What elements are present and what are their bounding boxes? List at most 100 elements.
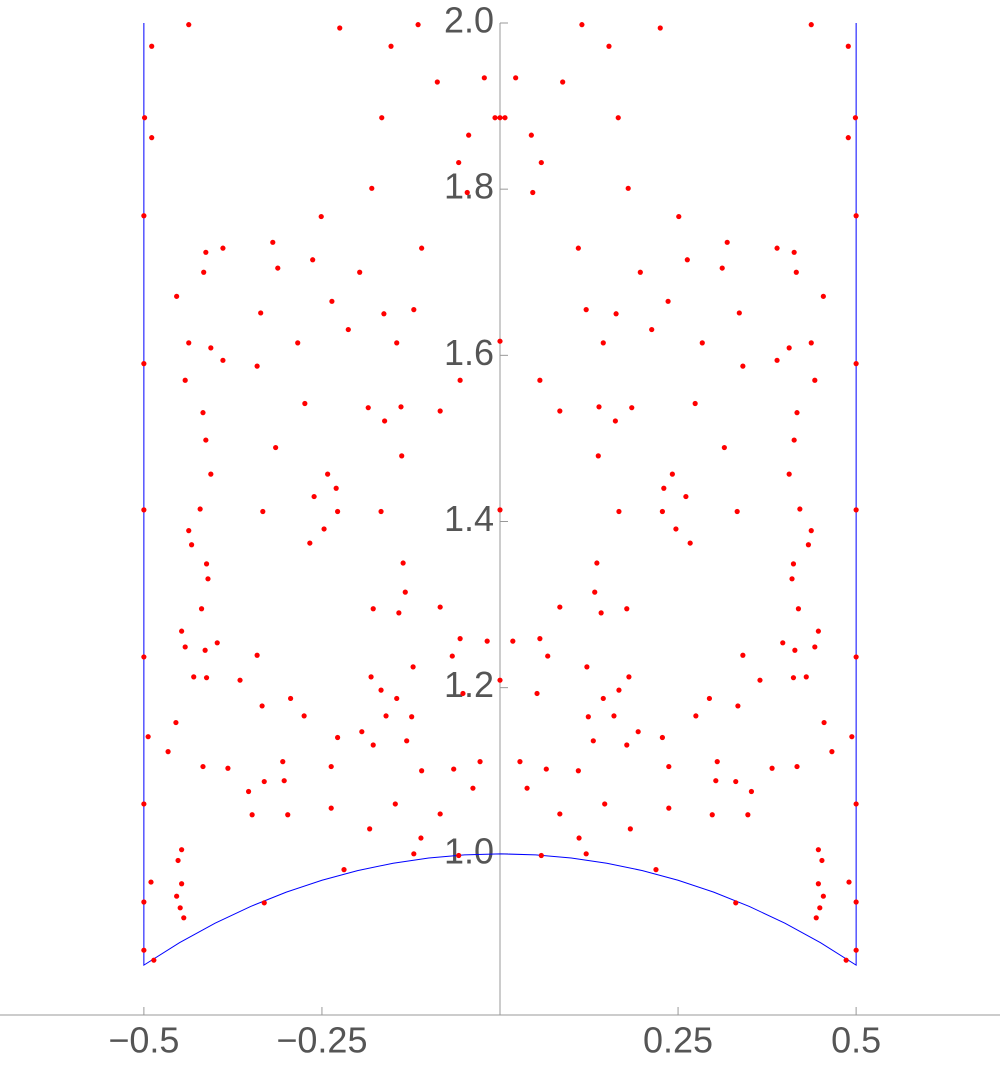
point [186,22,192,28]
point [687,540,693,546]
point [437,408,443,414]
point [795,606,802,612]
point [735,703,741,709]
y-tick-label: 1.4 [444,498,494,539]
point [141,801,147,807]
point [287,695,294,702]
point [815,847,821,853]
point [538,159,544,166]
x-tick-label: −0.25 [276,1020,367,1061]
point [208,471,214,477]
point [174,293,180,299]
point [517,758,523,765]
point [808,340,814,346]
point [713,778,719,784]
point [381,311,387,317]
point [576,835,582,841]
point [666,805,672,811]
point [321,526,327,532]
point [557,811,563,817]
point [145,734,151,740]
point [419,245,425,251]
point [600,340,606,346]
point [853,213,859,219]
point [502,115,508,121]
point [853,801,859,807]
point [530,189,536,196]
point [141,947,147,953]
point [557,604,563,610]
point [359,729,365,735]
point [460,690,466,697]
point [182,377,188,383]
point [141,507,147,513]
point [410,664,416,670]
point [602,801,608,807]
point [849,734,855,740]
point [415,22,421,28]
point [151,957,157,963]
point [201,269,207,275]
point [740,363,746,369]
point [661,485,667,491]
point [345,326,351,333]
point [370,606,376,612]
point [629,405,635,411]
point [792,647,798,653]
point [365,405,371,411]
point [457,636,463,642]
point [733,900,739,906]
point [174,893,180,899]
point [261,778,267,785]
point [260,508,266,515]
point [492,115,498,121]
point [335,734,341,741]
point [657,25,663,31]
point [392,801,398,807]
point [394,695,400,702]
point [817,905,823,911]
point [141,115,148,121]
point [808,528,814,534]
point [757,677,763,683]
point [510,638,516,644]
point [748,788,755,795]
point [325,471,331,477]
point [237,677,243,683]
point [684,257,690,263]
point [181,915,187,921]
point [357,269,363,275]
point [214,640,220,646]
point [261,900,267,906]
point [714,758,720,765]
point [820,893,826,899]
point [457,377,463,383]
point [254,363,260,369]
point [481,75,487,81]
point [333,485,339,491]
point [249,812,255,818]
point [182,644,188,650]
point [673,526,679,532]
point [337,25,343,31]
point [789,576,795,582]
point [793,269,799,275]
point [769,765,775,771]
point [310,257,316,263]
point [497,115,503,121]
point [202,647,208,653]
point [683,493,689,500]
point [394,340,400,346]
point [419,768,425,774]
point [396,610,402,616]
point [853,947,859,953]
point [258,310,264,316]
point [270,239,276,245]
point [179,628,185,634]
point [188,542,195,548]
y-tick-label: 1.6 [444,332,494,373]
point [301,713,307,719]
point [466,132,472,138]
point [853,507,859,513]
point [693,713,699,719]
